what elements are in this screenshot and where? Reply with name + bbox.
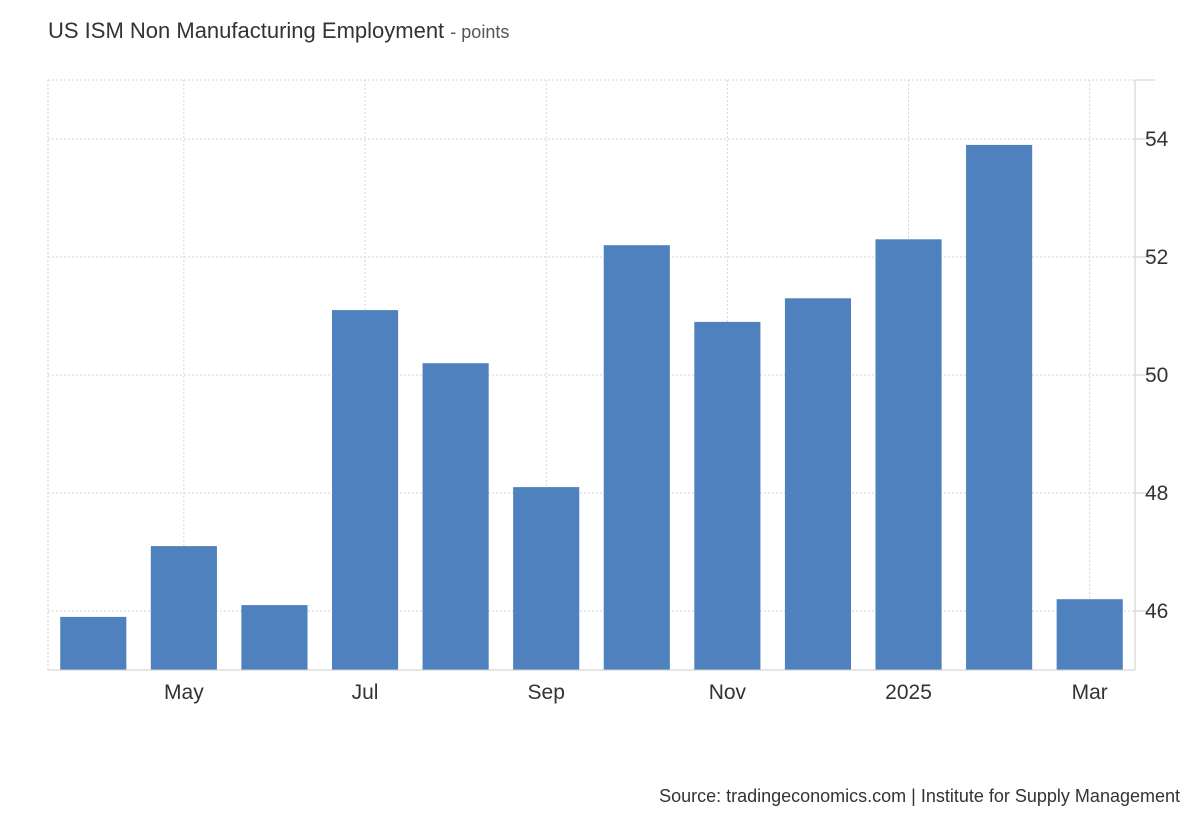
x-tick-label: Jul [352,681,379,704]
bars-layer [60,144,1123,671]
bar [966,144,1033,670]
bar [694,321,761,670]
chart-unit-text: points [461,22,510,42]
chart-title-text: US ISM Non Manufacturing Employment [48,18,445,43]
grid-layer [47,79,1135,670]
bar [331,310,399,670]
y-tick-label: 48 [1145,482,1168,505]
x-tick-label: May [164,681,204,704]
axes-layer [48,79,1155,671]
bar [150,546,217,670]
chart-title: US ISM Non Manufacturing Employment - po… [48,18,509,44]
bar [513,487,580,670]
bar [603,245,670,670]
x-tick-label: Mar [1072,681,1108,704]
bar [784,298,852,670]
y-tick-label: 50 [1145,364,1168,387]
bar [60,616,127,670]
chart-unit: - points [450,22,510,42]
bar [241,605,308,670]
y-tick-label: 52 [1145,246,1168,269]
x-tick-label: Sep [528,681,565,704]
bar [1056,599,1123,670]
x-tick-label: Nov [709,681,747,704]
y-tick-label: 46 [1145,600,1168,623]
source-note: Source: tradingeconomics.com | Institute… [659,786,1180,806]
x-tick-label: 2025 [885,681,932,704]
labels-layer: 46 48 50 52 54 May Jul Sep Nov 2025 Mar [164,128,1169,704]
bar [875,239,942,671]
y-tick-label: 54 [1145,128,1169,151]
bar [422,363,489,670]
